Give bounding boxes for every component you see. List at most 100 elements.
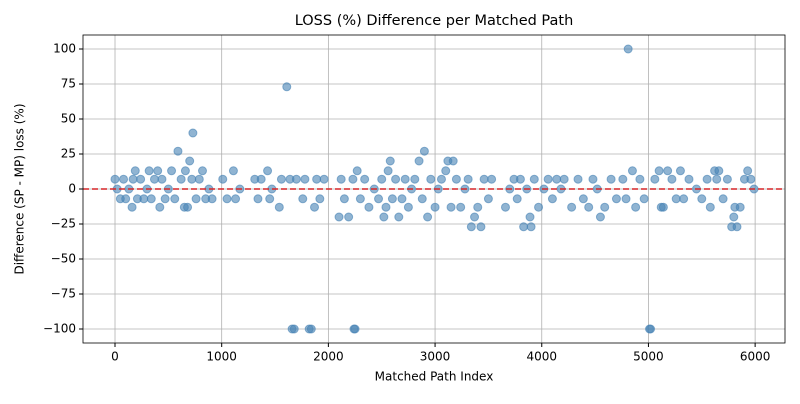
point [298, 194, 308, 204]
x-tick-label: 5000 [633, 350, 664, 364]
point [473, 202, 483, 212]
point [149, 174, 159, 184]
point [403, 202, 413, 212]
point [584, 202, 594, 212]
point [310, 202, 320, 212]
point [588, 174, 598, 184]
plot-frame [82, 34, 786, 344]
point [352, 166, 362, 176]
point [185, 156, 195, 166]
point [448, 156, 458, 166]
point [526, 222, 536, 232]
point [483, 194, 493, 204]
point [276, 174, 286, 184]
point [306, 324, 316, 334]
point [127, 202, 137, 212]
point [188, 128, 198, 138]
y-tick-label: 100 [53, 42, 76, 56]
point [718, 194, 728, 204]
point [263, 166, 273, 176]
point [658, 202, 668, 212]
point [476, 222, 486, 232]
point [419, 146, 429, 156]
point [525, 212, 535, 222]
point [394, 212, 404, 222]
point [426, 174, 436, 184]
point [136, 174, 146, 184]
x-tick-label: 1000 [206, 350, 237, 364]
point [671, 194, 681, 204]
point [360, 174, 370, 184]
point [735, 202, 745, 212]
point [319, 174, 329, 184]
point [621, 194, 631, 204]
point [635, 174, 645, 184]
point [675, 166, 685, 176]
point [441, 166, 451, 176]
point [534, 202, 544, 212]
point [679, 194, 689, 204]
point [423, 212, 433, 222]
point [746, 174, 756, 184]
point [383, 166, 393, 176]
x-tick-label: 2000 [313, 350, 344, 364]
point [663, 166, 673, 176]
point [336, 174, 346, 184]
point [231, 194, 241, 204]
point [639, 194, 649, 204]
y-tick-label: −25 [51, 217, 76, 231]
y-tick-label: −75 [51, 287, 76, 301]
point [627, 166, 637, 176]
point [646, 324, 656, 334]
x-tick-label: 0 [111, 350, 119, 364]
y-tick-label: 50 [61, 112, 76, 126]
point [618, 174, 628, 184]
point [119, 174, 129, 184]
point [139, 194, 149, 204]
y-tick-label: 75 [61, 77, 76, 91]
point [173, 146, 183, 156]
point [712, 174, 722, 184]
point [702, 174, 712, 184]
point [180, 166, 190, 176]
point [379, 212, 389, 222]
point [519, 222, 529, 232]
point [631, 202, 641, 212]
point [207, 194, 217, 204]
point [547, 194, 557, 204]
point [157, 174, 167, 184]
point [391, 174, 401, 184]
point [176, 174, 186, 184]
y-axis-label: Difference (SP - MP) loss (%) [13, 103, 27, 274]
point [364, 202, 374, 212]
point [315, 194, 325, 204]
point [512, 194, 522, 204]
point [705, 202, 715, 212]
point [121, 194, 131, 204]
point [385, 156, 395, 166]
point [743, 166, 753, 176]
point [487, 174, 497, 184]
point [578, 194, 588, 204]
point [130, 166, 140, 176]
point [155, 202, 165, 212]
point [187, 174, 197, 184]
point [697, 194, 707, 204]
point [466, 222, 476, 232]
chart-title: LOSS (%) Difference per Matched Path [295, 13, 574, 29]
x-tick-label: 4000 [526, 350, 557, 364]
y-tick-label: 25 [61, 147, 76, 161]
y-tick-label: −50 [51, 252, 76, 266]
point [606, 174, 616, 184]
point [291, 174, 301, 184]
point [667, 174, 677, 184]
point [573, 174, 583, 184]
point [374, 194, 384, 204]
point [218, 174, 228, 184]
point [170, 194, 180, 204]
y-tick-label: 0 [68, 182, 76, 196]
point [714, 166, 724, 176]
point [377, 174, 387, 184]
